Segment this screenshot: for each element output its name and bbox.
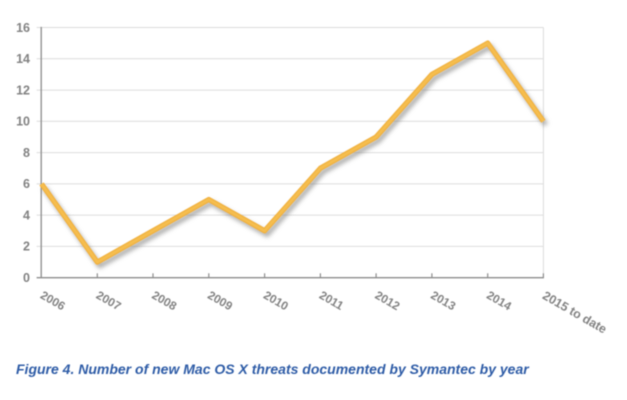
svg-text:10: 10 [16,115,30,129]
svg-text:2008: 2008 [150,288,180,313]
svg-text:0: 0 [23,271,30,285]
svg-text:8: 8 [23,146,30,160]
svg-text:14: 14 [16,52,30,66]
svg-text:4: 4 [23,208,30,222]
svg-text:2014: 2014 [484,288,514,313]
svg-text:12: 12 [16,83,30,97]
svg-text:6: 6 [23,177,30,191]
svg-text:2013: 2013 [428,288,458,313]
svg-text:2012: 2012 [373,288,403,313]
svg-text:16: 16 [16,21,30,35]
svg-text:2: 2 [23,240,30,254]
svg-text:2007: 2007 [94,288,124,313]
svg-text:2009: 2009 [205,288,235,313]
svg-text:2006: 2006 [38,288,68,313]
svg-text:2015 to date: 2015 to date [540,288,609,336]
svg-text:2011: 2011 [317,288,347,313]
svg-text:2010: 2010 [261,288,291,313]
